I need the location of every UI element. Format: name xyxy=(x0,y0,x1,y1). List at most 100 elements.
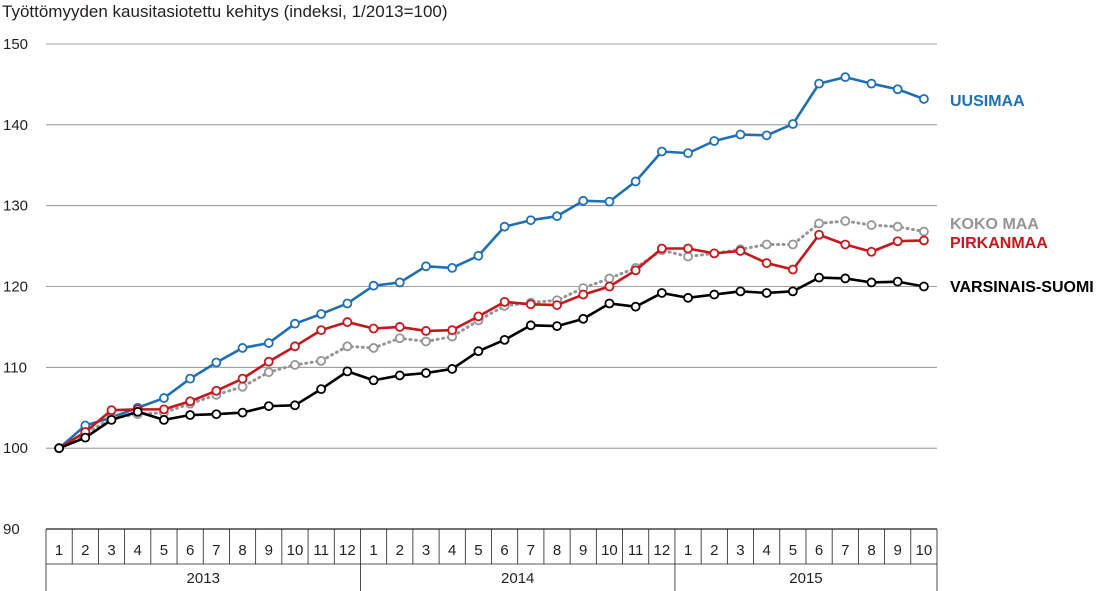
data-point xyxy=(814,78,824,89)
data-point xyxy=(499,334,510,345)
data-point xyxy=(54,443,65,454)
y-tick-label: 130 xyxy=(3,198,28,215)
data-point xyxy=(132,406,143,417)
chart-title: Työttömyyden kausitasiotettu kehitys (in… xyxy=(2,2,448,21)
data-point xyxy=(316,384,327,395)
data-point xyxy=(394,333,405,344)
x-tick-label: 7 xyxy=(841,542,849,559)
data-point xyxy=(761,288,772,298)
data-point xyxy=(499,296,510,307)
data-point xyxy=(840,239,851,250)
data-point xyxy=(552,211,562,222)
data-point xyxy=(421,336,431,347)
data-point xyxy=(342,298,353,309)
data-point xyxy=(918,281,929,292)
y-tick-label: 100 xyxy=(3,440,28,457)
x-tick-label: 9 xyxy=(265,542,273,559)
data-point xyxy=(787,239,798,250)
x-tick-label: 8 xyxy=(553,542,561,559)
series-line xyxy=(58,233,924,450)
data-point xyxy=(918,94,929,104)
x-axis: 1 2 3 4 5 6 7 8 9 10 11 12 1 2 3 4 5 6 7 8 9 10 11 12 1 2 3 4 5 6 7 8 9 1… xyxy=(45,529,938,591)
data-point xyxy=(761,130,772,141)
x-tick-label: 3 xyxy=(736,542,744,559)
data-point xyxy=(892,84,903,95)
data-point xyxy=(80,432,91,443)
series-lines xyxy=(54,72,929,454)
data-point xyxy=(630,176,641,187)
x-tick-label: 9 xyxy=(894,542,902,559)
x-tick-label: 1 xyxy=(55,542,63,559)
data-point xyxy=(263,338,274,348)
data-point xyxy=(290,360,300,370)
x-tick-label: 4 xyxy=(134,542,142,559)
y-tick-label: 140 xyxy=(3,117,28,134)
data-point xyxy=(761,239,772,250)
data-point xyxy=(918,226,929,237)
data-point xyxy=(787,286,798,297)
data-point xyxy=(552,321,562,332)
data-point xyxy=(342,341,353,352)
data-point xyxy=(604,196,615,207)
data-point xyxy=(368,375,379,386)
data-point xyxy=(316,309,327,319)
x-tick-label: 11 xyxy=(628,542,644,559)
data-point xyxy=(421,261,431,272)
data-point xyxy=(342,366,353,377)
data-point xyxy=(211,409,222,420)
data-point xyxy=(473,311,484,322)
data-point xyxy=(159,393,169,403)
x-tick-label: 6 xyxy=(186,542,194,559)
data-point xyxy=(237,373,248,384)
x-tick-label: 8 xyxy=(238,542,246,559)
data-point xyxy=(814,272,824,283)
data-point xyxy=(368,280,379,291)
x-tick-label: 10 xyxy=(916,542,933,559)
x-tick-label: 7 xyxy=(212,542,220,559)
data-point xyxy=(735,246,746,256)
data-point xyxy=(394,277,405,288)
data-point xyxy=(211,357,222,368)
y-tick-label: 150 xyxy=(3,36,28,53)
data-point xyxy=(211,385,222,396)
data-point xyxy=(185,373,196,384)
data-point xyxy=(368,323,379,334)
data-point xyxy=(630,265,641,276)
data-point xyxy=(787,264,798,275)
x-tick-label: 12 xyxy=(339,542,356,559)
data-point xyxy=(656,288,667,298)
data-point xyxy=(604,298,615,309)
x-tick-label: 2 xyxy=(81,542,89,559)
data-point xyxy=(578,195,589,206)
data-point xyxy=(866,78,877,89)
data-point xyxy=(185,396,196,407)
x-tick-label: 4 xyxy=(762,542,770,559)
series-label: UUSIMAA xyxy=(950,93,1025,110)
data-point xyxy=(525,299,536,310)
data-point xyxy=(630,301,641,312)
data-point xyxy=(892,236,903,247)
data-point xyxy=(263,356,274,367)
data-point xyxy=(237,343,248,353)
data-point xyxy=(683,251,693,262)
data-point xyxy=(918,235,929,246)
data-point xyxy=(683,292,693,303)
data-point xyxy=(683,148,693,159)
x-tick-label: 9 xyxy=(579,542,587,559)
x-tick-label: 10 xyxy=(287,542,304,559)
data-point xyxy=(525,320,536,331)
y-axis-tick-labels: 90 100 110 120 130 140 150 xyxy=(3,36,28,538)
data-point xyxy=(159,414,169,425)
data-point xyxy=(525,215,536,226)
series-line xyxy=(58,75,925,450)
x-tick-label: 6 xyxy=(815,542,823,559)
data-point xyxy=(290,341,300,352)
data-point xyxy=(290,400,300,411)
data-point xyxy=(290,318,300,329)
data-point xyxy=(814,229,824,240)
data-point xyxy=(840,216,851,226)
series-line xyxy=(58,276,925,450)
data-point xyxy=(866,277,877,288)
year-label: 2015 xyxy=(789,570,822,587)
